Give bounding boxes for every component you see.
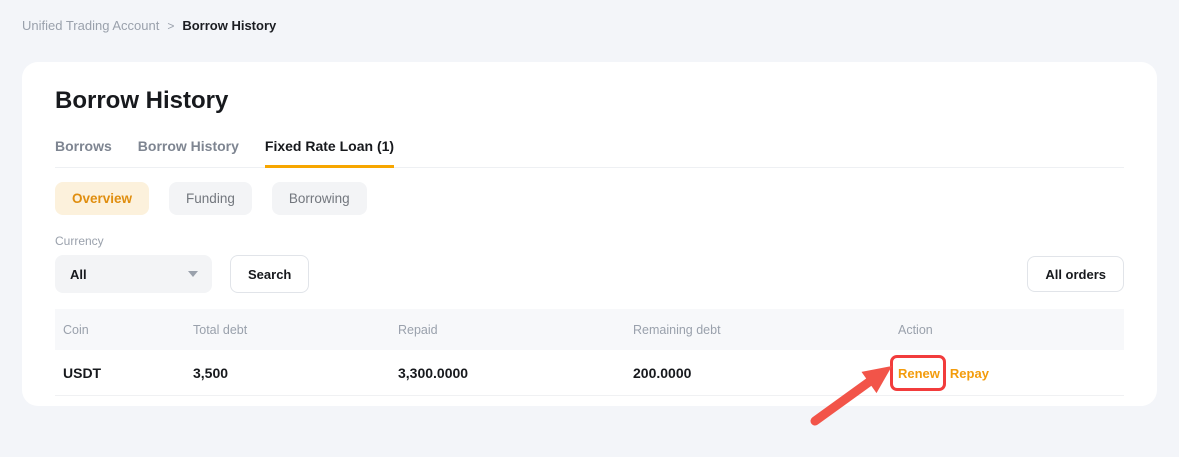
- cell-remaining-debt: 200.0000: [633, 364, 692, 381]
- pill-overview[interactable]: Overview: [55, 182, 150, 216]
- currency-dropdown[interactable]: All: [55, 255, 212, 294]
- breadcrumb-current: Borrow History: [182, 18, 277, 33]
- borrow-history-card: Borrow History Borrows Borrow History Fi…: [22, 62, 1157, 406]
- chevron-down-icon: [188, 271, 198, 278]
- repay-link[interactable]: Repay: [949, 365, 989, 381]
- renew-link[interactable]: Renew: [898, 365, 940, 381]
- col-header-coin: Coin: [63, 322, 89, 337]
- breadcrumb-parent-link[interactable]: Unified Trading Account: [22, 18, 160, 33]
- tab-bar: Borrows Borrow History Fixed Rate Loan (…: [55, 138, 1124, 169]
- page-title: Borrow History: [55, 87, 229, 114]
- currency-dropdown-value: All: [70, 266, 87, 282]
- col-header-total-debt: Total debt: [193, 322, 248, 337]
- loans-table: Coin Total debt Repaid Remaining debt Ac…: [55, 309, 1124, 397]
- tab-borrows[interactable]: Borrows: [55, 138, 112, 155]
- annotation-highlight-box: Renew: [890, 354, 946, 391]
- cell-coin: USDT: [63, 364, 102, 381]
- col-header-action: Action: [898, 322, 933, 337]
- cell-total-debt: 3,500: [193, 364, 229, 381]
- cell-repaid: 3,300.0000: [398, 364, 469, 381]
- tab-borrow-history[interactable]: Borrow History: [137, 138, 239, 155]
- view-pill-group: Overview Funding Borrowing: [55, 182, 1124, 216]
- col-header-repaid: Repaid: [398, 322, 438, 337]
- cell-action: Renew Repay: [890, 354, 1124, 391]
- pill-borrowing[interactable]: Borrowing: [271, 182, 367, 216]
- tab-fixed-rate-loan[interactable]: Fixed Rate Loan (1): [264, 138, 395, 169]
- filter-row: All Search All orders: [55, 255, 1124, 294]
- all-orders-button[interactable]: All orders: [1027, 256, 1124, 293]
- breadcrumb: Unified Trading Account > Borrow History: [22, 18, 276, 33]
- table-header-row: Coin Total debt Repaid Remaining debt Ac…: [55, 309, 1124, 351]
- table-row: USDT 3,500 3,300.0000 200.0000 Renew Repa…: [55, 350, 1124, 397]
- pill-funding[interactable]: Funding: [169, 182, 252, 216]
- search-button[interactable]: Search: [230, 255, 310, 294]
- col-header-remaining-debt: Remaining debt: [633, 322, 721, 337]
- breadcrumb-separator: >: [167, 18, 175, 33]
- currency-label: Currency: [55, 234, 104, 249]
